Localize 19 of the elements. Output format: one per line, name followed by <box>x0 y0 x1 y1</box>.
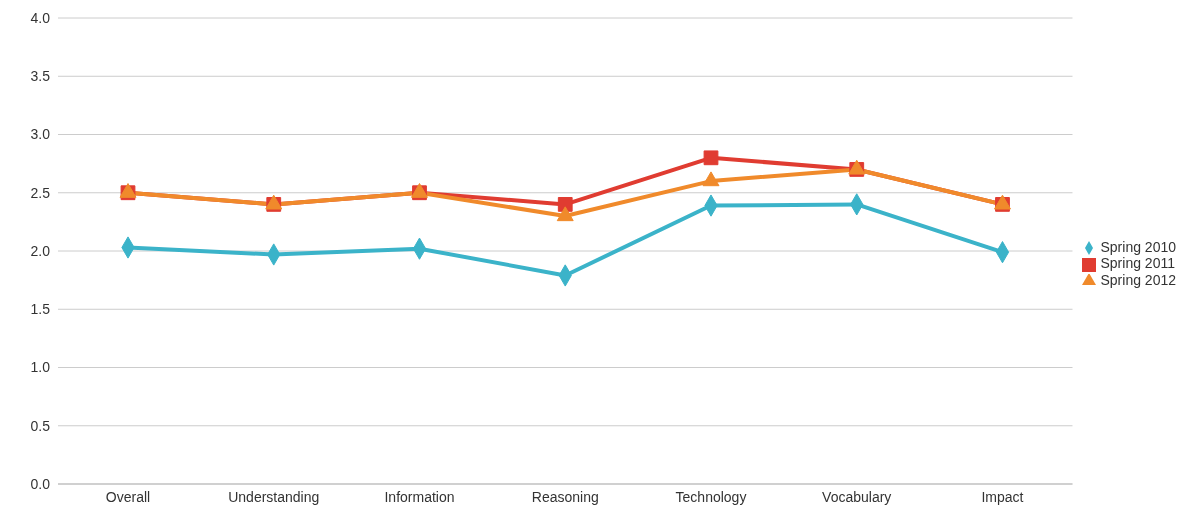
legend-label: Spring 2011 <box>1100 255 1175 272</box>
y-tick-label: 1.5 <box>30 301 51 318</box>
x-tick-label: Reasoning <box>531 488 599 505</box>
x-tick-label: Impact <box>981 488 1024 505</box>
x-tick-label: Overall <box>105 488 151 505</box>
y-tick-label: 3.0 <box>30 126 51 143</box>
legend-label: Spring 2010 <box>1100 239 1176 256</box>
y-tick-label: 2.0 <box>30 242 51 259</box>
y-tick-label: 0.5 <box>30 417 51 434</box>
y-tick-label: 3.5 <box>30 68 51 85</box>
x-tick-label: Information <box>384 488 455 505</box>
y-tick-label: 0.0 <box>30 475 51 492</box>
y-tick-label: 2.5 <box>30 184 51 201</box>
x-tick-label: Vocabulary <box>822 488 892 505</box>
x-tick-label: Understanding <box>228 488 320 505</box>
x-tick-label: Technology <box>675 488 747 505</box>
y-tick-label: 4.0 <box>30 9 51 26</box>
y-tick-label: 1.0 <box>30 359 51 376</box>
legend-label: Spring 2012 <box>1100 271 1176 288</box>
